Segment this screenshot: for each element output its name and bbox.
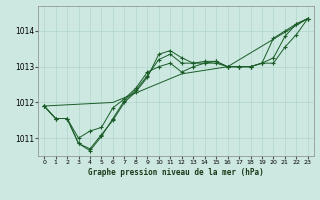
X-axis label: Graphe pression niveau de la mer (hPa): Graphe pression niveau de la mer (hPa)	[88, 168, 264, 177]
